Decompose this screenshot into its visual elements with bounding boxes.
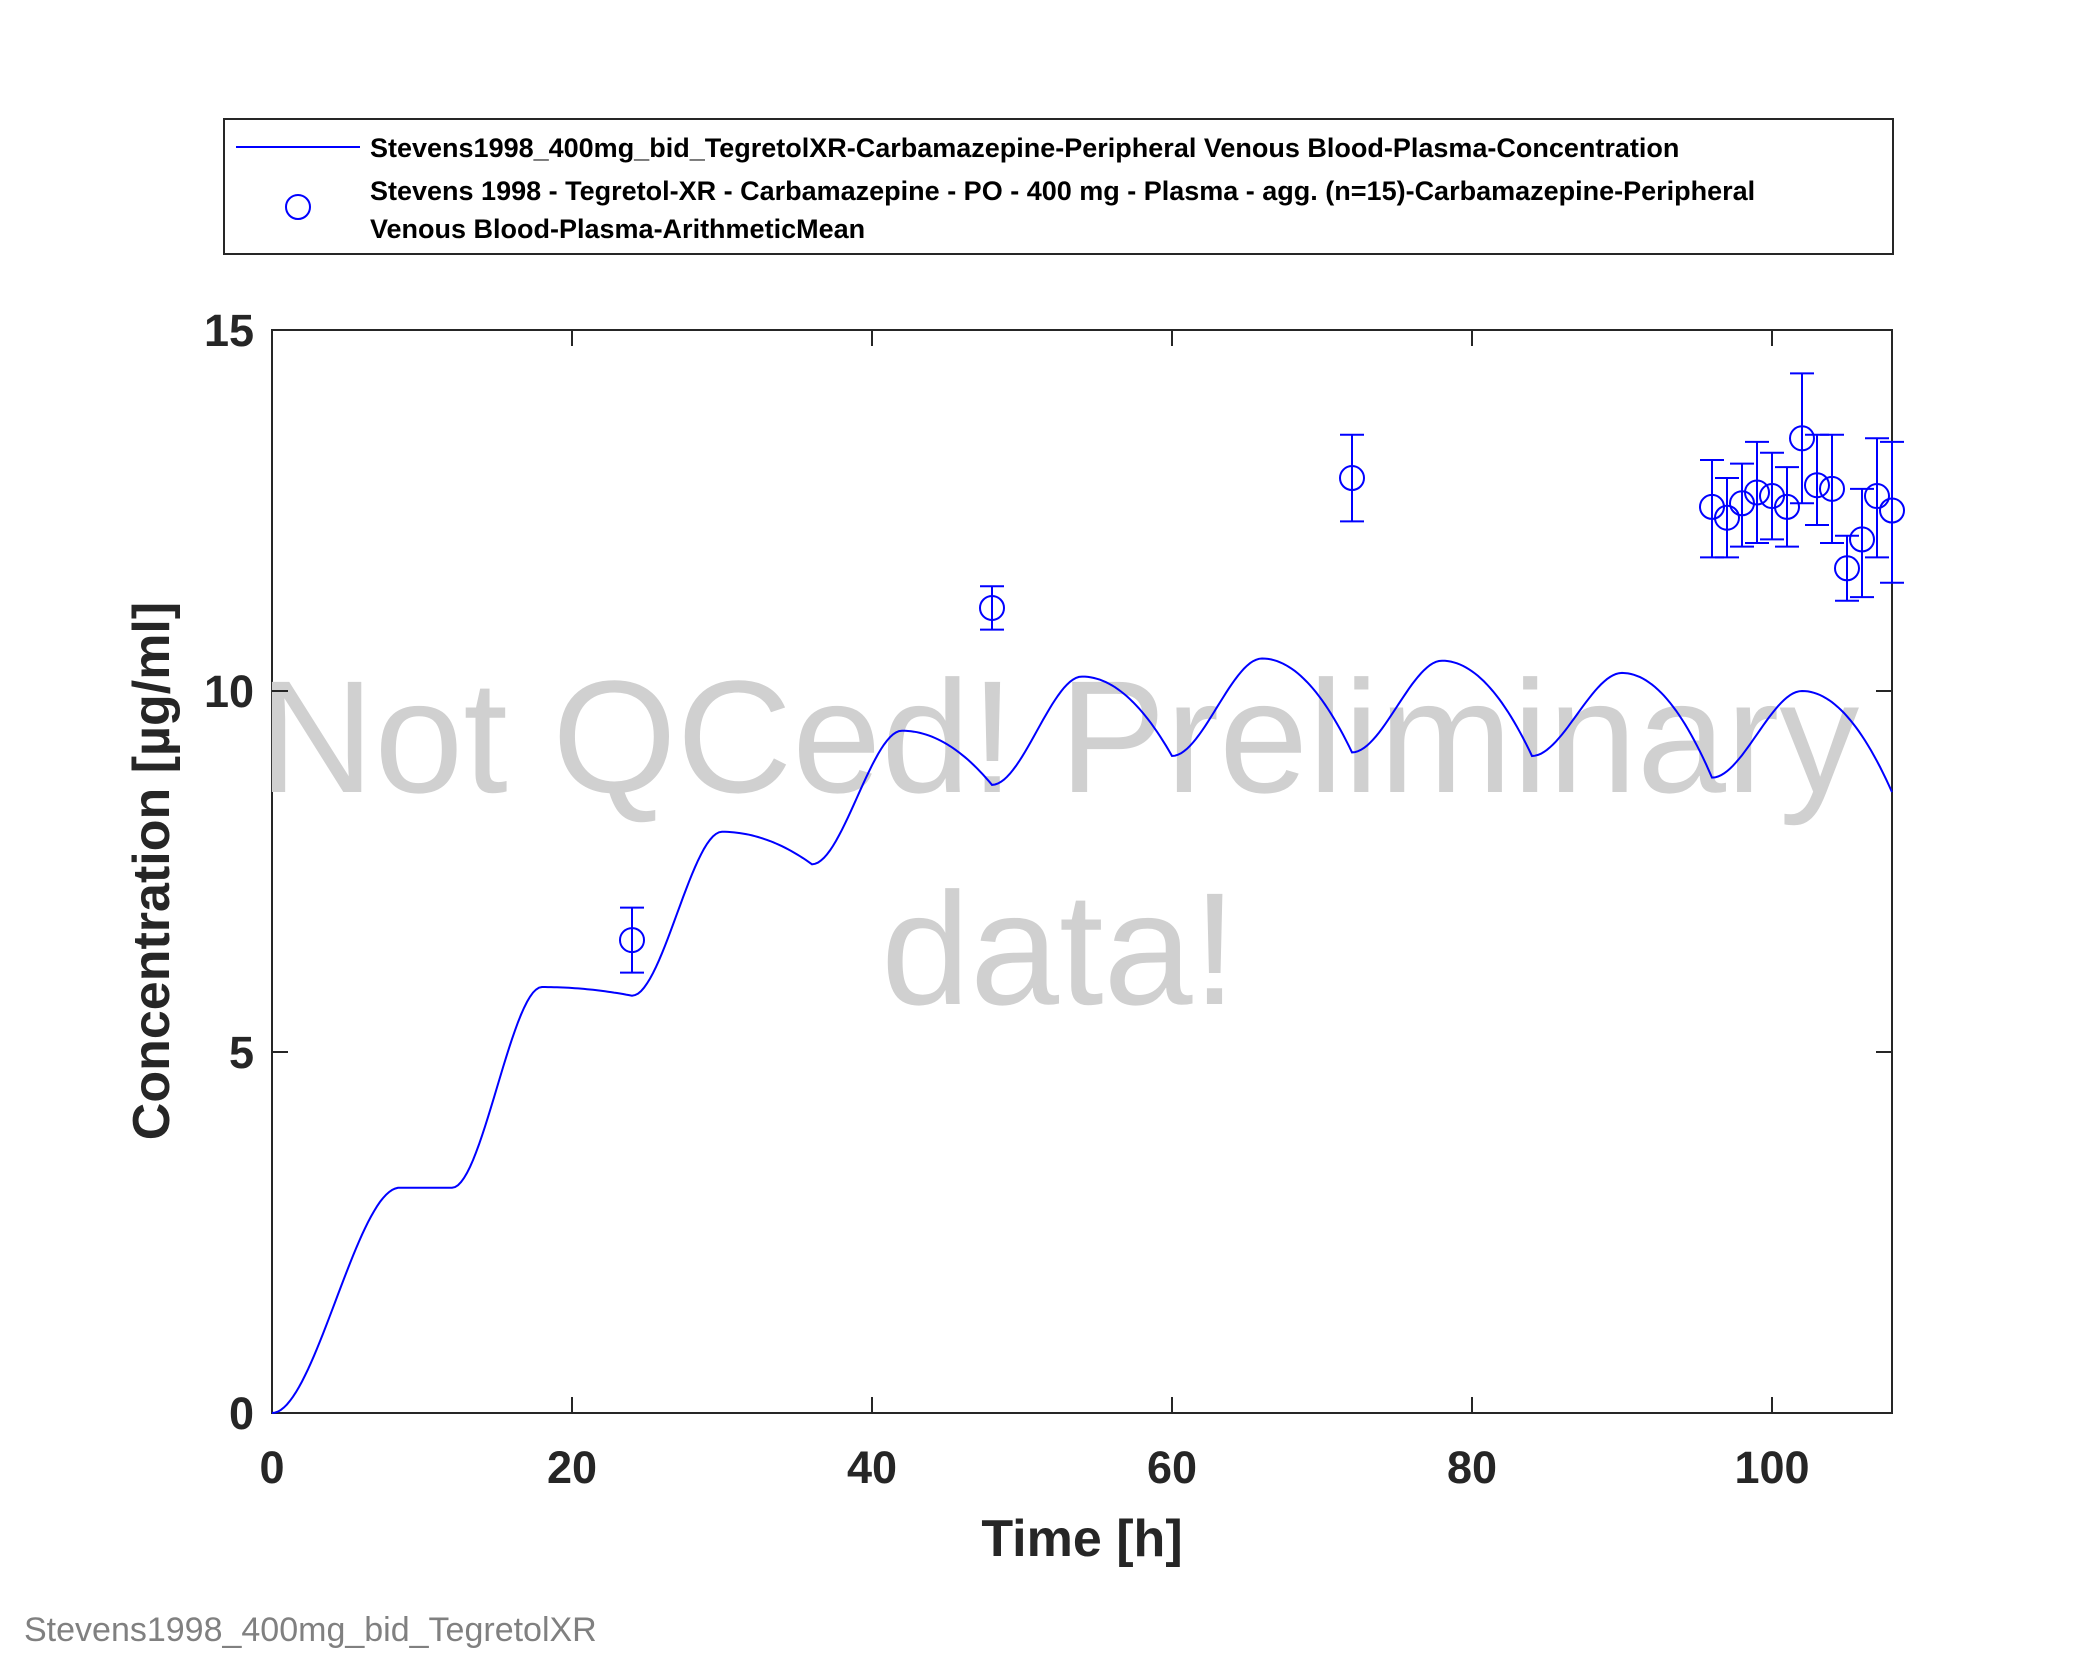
watermark: Not QCed! Preliminary data!: [259, 647, 1859, 1038]
observed-data-point: [619, 906, 645, 974]
observed-data-point: [1819, 433, 1845, 544]
y-tick-label: 0: [229, 1388, 254, 1439]
observed-data-point: [1714, 477, 1740, 559]
legend-entry-2-label-line-2: Venous Blood-Plasma-ArithmeticMean: [370, 214, 865, 244]
y-tick-label: 10: [204, 666, 254, 717]
plot-area: [271, 329, 1893, 1414]
data-marker: [619, 927, 645, 954]
footer-label: Stevens1998_400mg_bid_TegretolXR: [24, 1611, 597, 1649]
y-tick-label: 15: [204, 305, 254, 356]
x-tick-label: 0: [259, 1442, 284, 1493]
x-tick-label: 40: [847, 1442, 897, 1493]
x-tick-label: 100: [1734, 1442, 1809, 1493]
observed-data-point: [979, 585, 1005, 631]
data-marker: [1819, 475, 1845, 502]
y-axis-label: Concentration [µg/ml]: [123, 602, 181, 1140]
legend-entry-2-label-line-1: Stevens 1998 - Tegretol-XR - Carbamazepi…: [370, 176, 1755, 206]
x-tick-label: 80: [1447, 1442, 1497, 1493]
data-marker: [1744, 479, 1770, 506]
legend-box: [223, 118, 1894, 255]
data-marker: [1804, 472, 1830, 499]
data-layer: [271, 372, 1905, 1414]
watermark-line-2: data!: [881, 859, 1237, 1038]
x-axis-label: Time [h]: [981, 1510, 1182, 1568]
y-tick-label: 5: [229, 1027, 254, 1078]
observed-data-point: [1879, 440, 1905, 584]
x-tick-label: 60: [1147, 1442, 1197, 1493]
data-marker: [1789, 425, 1815, 452]
data-marker: [1849, 526, 1875, 553]
observed-data-point: [1774, 466, 1800, 548]
data-marker: [1774, 493, 1800, 520]
legend: Stevens1998_400mg_bid_TegretolXR-Carbama…: [223, 118, 1894, 255]
observed-data-point: [1834, 534, 1860, 602]
watermark-line-1: Not QCed! Preliminary: [259, 647, 1859, 826]
x-tick-label: 20: [547, 1442, 597, 1493]
data-marker: [1864, 483, 1890, 510]
observed-data-point: [1744, 440, 1770, 544]
data-marker: [1834, 555, 1860, 582]
observed-data-point: [1789, 372, 1815, 505]
data-marker: [1879, 497, 1905, 524]
observed-data-point: [1339, 433, 1365, 523]
simulated-concentration-line: [271, 657, 1893, 1414]
axis-ticks: 0 20 40 60 80 100 0 5 10 15: [204, 305, 1892, 1493]
data-marker: [1714, 504, 1740, 531]
legend-circle-marker: [285, 194, 311, 220]
data-marker: [1339, 465, 1365, 492]
data-marker: [979, 594, 1005, 621]
observed-data-point: [1864, 437, 1890, 559]
legend-entry-1-label: Stevens1998_400mg_bid_TegretolXR-Carbama…: [370, 133, 1679, 163]
observed-data-point: [1849, 487, 1875, 599]
